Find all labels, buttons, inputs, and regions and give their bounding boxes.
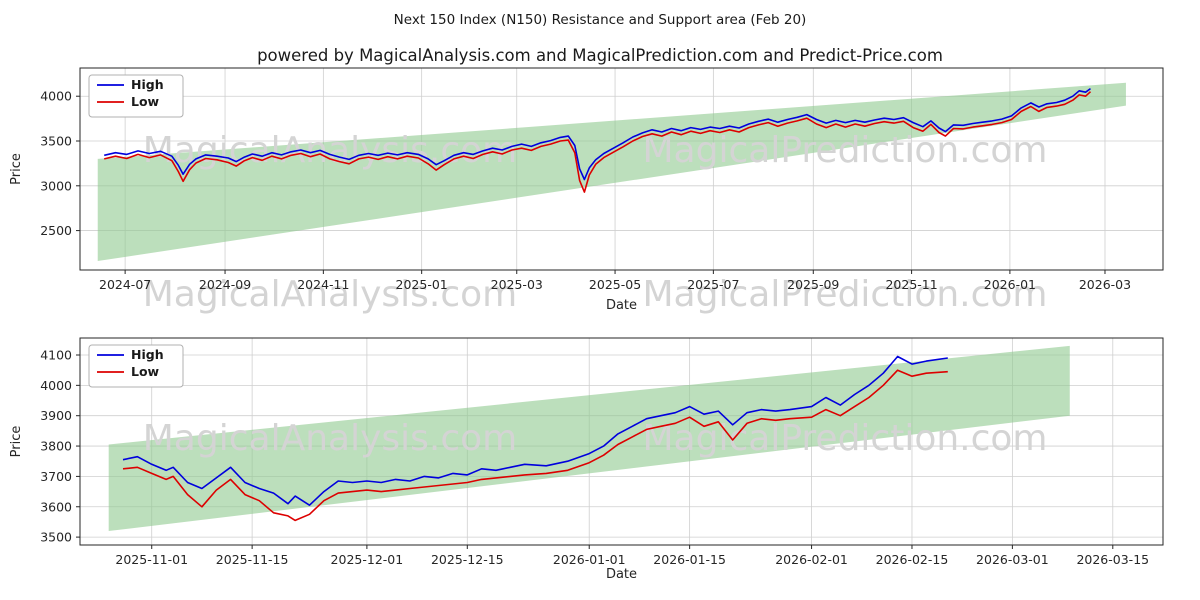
legend-label: Low [131, 94, 160, 109]
legend-label: High [131, 77, 164, 92]
chart-subtitle: powered by MagicalAnalysis.com and Magic… [257, 46, 943, 65]
x-tick-label: 2025-11-01 [115, 552, 188, 567]
x-tick-label: 2025-07 [687, 277, 739, 292]
y-tick-label: 2500 [40, 223, 72, 238]
y-tick-label: 3700 [40, 469, 72, 484]
x-axis-label: Date [606, 298, 637, 313]
watermark-text: MagicalPrediction.com [643, 274, 1048, 315]
x-tick-label: 2024-07 [99, 277, 151, 292]
support-resistance-band [108, 345, 1070, 532]
x-tick-label: 2026-03-01 [976, 552, 1049, 567]
y-tick-label: 3000 [40, 178, 72, 193]
series-line-high [104, 87, 1091, 181]
legend: High Low [88, 74, 184, 118]
top-chart-svg: MagicalAnalysis.com MagicalPrediction.com… [9, 67, 1164, 315]
y-tick-label: 3900 [40, 408, 72, 423]
x-axis-label: Date [606, 567, 637, 582]
chart-title: Next 150 Index (N150) Resistance and Sup… [393, 12, 807, 28]
watermark-text: MagicalPrediction.com [643, 418, 1048, 459]
y-tick-label: 3500 [40, 134, 72, 149]
tick-labels: 2024-07 2024-09 2024-11 2025-01 2025-03 2025-… [40, 89, 1131, 292]
y-tick-label: 4000 [40, 89, 72, 104]
y-tick-label: 3600 [40, 499, 72, 514]
y-axis-label: Price [9, 153, 24, 185]
x-tick-label: 2025-12-15 [431, 552, 504, 567]
series-line-high [122, 355, 948, 506]
legend-label: High [131, 347, 164, 362]
x-tick-label: 2025-11-15 [216, 552, 289, 567]
x-tick-label: 2025-03 [491, 277, 543, 292]
x-tick-label: 2024-11 [297, 277, 349, 292]
series-line-low [104, 91, 1092, 193]
x-tick-label: 2026-01 [984, 277, 1036, 292]
y-tick-label: 4000 [40, 378, 72, 393]
x-tick-label: 2026-03-15 [1076, 552, 1149, 567]
x-tick-label: 2026-01-15 [653, 552, 726, 567]
series-line-low [122, 369, 948, 522]
watermark-text: MagicalAnalysis.com [143, 418, 517, 459]
support-resistance-band [97, 82, 1126, 262]
plot-border [79, 67, 1164, 271]
legend-label: Low [131, 364, 160, 379]
x-tick-label: 2024-09 [199, 277, 251, 292]
x-tick-label: 2026-02-15 [876, 552, 949, 567]
x-tick-label: 2026-01-01 [553, 552, 626, 567]
watermark-text: MagicalPrediction.com [643, 130, 1048, 171]
y-axis-label: Price [9, 426, 24, 458]
legend: High Low [88, 344, 184, 388]
tick-labels: 2025-11-01 2025-11-15 2025-12-01 2025-12-15… [40, 347, 1149, 567]
x-tick-label: 2025-12-01 [331, 552, 404, 567]
watermark-text: MagicalAnalysis.com [143, 130, 517, 171]
x-tick-label: 2025-11 [885, 277, 937, 292]
x-tick-label: 2025-01 [396, 277, 448, 292]
watermark-text: MagicalAnalysis.com [143, 274, 517, 315]
bottom-chart-svg: MagicalAnalysis.com MagicalPrediction.com… [9, 337, 1164, 582]
y-tick-label: 3800 [40, 439, 72, 454]
x-tick-label: 2025-05 [589, 277, 641, 292]
x-tick-label: 2025-09 [787, 277, 839, 292]
y-tick-label: 3500 [40, 530, 72, 545]
x-tick-label: 2026-02-01 [775, 552, 848, 567]
plot-border [79, 337, 1164, 546]
x-tick-label: 2026-03 [1079, 277, 1131, 292]
y-tick-label: 4100 [40, 347, 72, 362]
